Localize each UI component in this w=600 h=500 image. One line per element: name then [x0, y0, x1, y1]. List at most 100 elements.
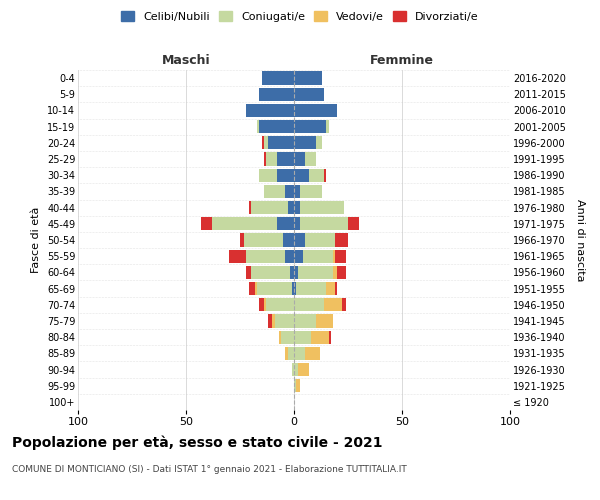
Bar: [283, 234, 294, 246]
Bar: [272, 314, 275, 328]
Bar: [257, 120, 259, 134]
Bar: [341, 298, 346, 312]
Bar: [298, 266, 333, 279]
Bar: [294, 282, 296, 295]
Bar: [229, 250, 247, 263]
Bar: [264, 152, 266, 166]
Bar: [212, 217, 277, 230]
Bar: [286, 185, 294, 198]
Bar: [301, 185, 322, 198]
Bar: [294, 72, 322, 85]
Bar: [266, 152, 277, 166]
Bar: [333, 266, 337, 279]
Bar: [275, 314, 294, 328]
Bar: [329, 330, 331, 344]
Bar: [294, 104, 337, 117]
Bar: [294, 379, 296, 392]
Bar: [281, 330, 294, 344]
Bar: [290, 266, 294, 279]
Bar: [294, 314, 316, 328]
Bar: [259, 168, 277, 182]
Bar: [264, 298, 266, 312]
Bar: [240, 234, 244, 246]
Text: Maschi: Maschi: [161, 54, 211, 67]
Bar: [326, 282, 335, 295]
Text: Femmine: Femmine: [370, 54, 434, 67]
Bar: [266, 298, 294, 312]
Bar: [296, 282, 326, 295]
Bar: [255, 282, 257, 295]
Bar: [298, 363, 309, 376]
Bar: [316, 136, 322, 149]
Bar: [268, 314, 272, 328]
Bar: [294, 152, 305, 166]
Bar: [335, 250, 346, 263]
Bar: [294, 120, 326, 134]
Bar: [259, 120, 294, 134]
Bar: [257, 282, 292, 295]
Bar: [335, 282, 337, 295]
Bar: [326, 120, 329, 134]
Bar: [259, 298, 264, 312]
Bar: [262, 136, 264, 149]
Bar: [294, 201, 301, 214]
Bar: [333, 250, 335, 263]
Bar: [292, 363, 294, 376]
Bar: [302, 250, 333, 263]
Bar: [301, 217, 348, 230]
Bar: [294, 250, 302, 263]
Bar: [305, 346, 320, 360]
Bar: [247, 250, 286, 263]
Bar: [294, 330, 311, 344]
Bar: [294, 298, 324, 312]
Bar: [286, 250, 294, 263]
Bar: [309, 168, 324, 182]
Bar: [337, 266, 346, 279]
Bar: [294, 346, 305, 360]
Bar: [201, 217, 212, 230]
Bar: [277, 217, 294, 230]
Text: Popolazione per età, sesso e stato civile - 2021: Popolazione per età, sesso e stato civil…: [12, 435, 383, 450]
Bar: [286, 346, 287, 360]
Y-axis label: Fasce di età: Fasce di età: [31, 207, 41, 273]
Bar: [287, 201, 294, 214]
Bar: [311, 330, 329, 344]
Bar: [247, 266, 251, 279]
Y-axis label: Anni di nascita: Anni di nascita: [575, 198, 585, 281]
Bar: [324, 168, 326, 182]
Bar: [264, 136, 268, 149]
Bar: [296, 379, 301, 392]
Bar: [294, 234, 305, 246]
Bar: [294, 88, 324, 101]
Bar: [251, 201, 287, 214]
Bar: [248, 201, 251, 214]
Bar: [316, 314, 333, 328]
Bar: [294, 363, 298, 376]
Bar: [301, 201, 344, 214]
Bar: [268, 136, 294, 149]
Bar: [348, 217, 359, 230]
Bar: [292, 282, 294, 295]
Bar: [294, 168, 309, 182]
Bar: [324, 298, 341, 312]
Bar: [277, 152, 294, 166]
Bar: [277, 168, 294, 182]
Bar: [294, 136, 316, 149]
Bar: [244, 234, 283, 246]
Legend: Celibi/Nubili, Coniugati/e, Vedovi/e, Divorziati/e: Celibi/Nubili, Coniugati/e, Vedovi/e, Di…: [118, 8, 482, 25]
Bar: [294, 266, 298, 279]
Bar: [287, 346, 294, 360]
Bar: [305, 234, 335, 246]
Bar: [262, 72, 294, 85]
Bar: [279, 330, 281, 344]
Bar: [264, 185, 286, 198]
Bar: [305, 152, 316, 166]
Text: COMUNE DI MONTICIANO (SI) - Dati ISTAT 1° gennaio 2021 - Elaborazione TUTTITALIA: COMUNE DI MONTICIANO (SI) - Dati ISTAT 1…: [12, 465, 407, 474]
Bar: [259, 88, 294, 101]
Bar: [294, 185, 301, 198]
Bar: [248, 282, 255, 295]
Bar: [294, 217, 301, 230]
Bar: [247, 104, 294, 117]
Bar: [335, 234, 348, 246]
Bar: [251, 266, 290, 279]
